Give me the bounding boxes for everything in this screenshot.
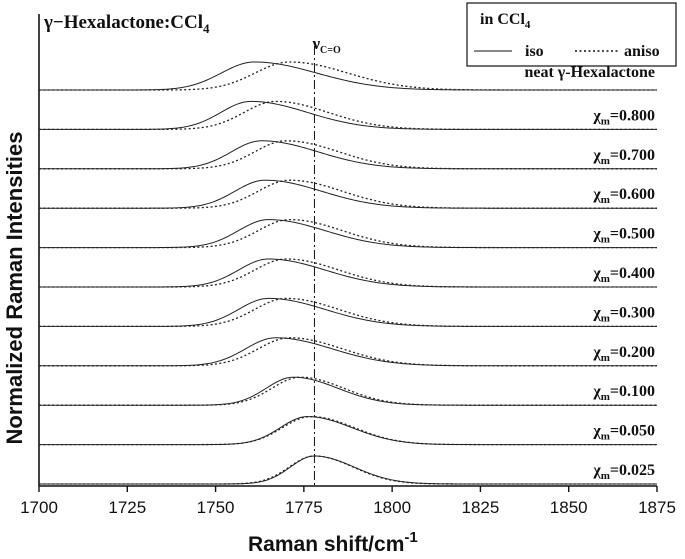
legend-title-main: in CCl xyxy=(480,11,525,28)
x-ticks: 1700 1725 1750 1775 1800 1825 1850 1875 xyxy=(20,486,676,517)
ref-label-symbol: ν xyxy=(311,34,320,53)
series-label-symbol-3: χ xyxy=(592,186,601,203)
series-4-iso xyxy=(39,219,657,249)
ref-label-sub: C=O xyxy=(320,45,341,56)
x-tick-label-4: 1800 xyxy=(373,498,411,517)
series-9-aniso xyxy=(39,415,657,446)
x-tick-label-3: 1775 xyxy=(285,498,323,517)
series-0-aniso xyxy=(39,61,657,91)
legend-iso-label: iso xyxy=(525,43,544,60)
series-7-aniso xyxy=(39,337,657,367)
series-label-8: χm=0.100 xyxy=(592,383,655,403)
x-tick-label-5: 1825 xyxy=(462,498,500,517)
series-label-value-5: =0.400 xyxy=(610,265,655,282)
series-6-aniso xyxy=(39,297,657,328)
series-label-symbol-4: χ xyxy=(592,226,601,243)
series-5-aniso xyxy=(39,258,657,288)
series-label-10: χm=0.025 xyxy=(592,462,655,482)
series-label-sub-5: m xyxy=(601,273,610,285)
series-8-iso xyxy=(39,376,657,406)
series-5-iso xyxy=(39,258,657,288)
series-10-aniso xyxy=(39,455,657,485)
x-tick-label-1: 1725 xyxy=(108,498,146,517)
y-axis-label: Normalized Raman Intensities xyxy=(2,132,27,445)
series-label-1: χm=0.800 xyxy=(592,107,655,127)
series-3-iso xyxy=(39,179,657,209)
series-label-sub-1: m xyxy=(601,115,610,127)
series-label-value-8: =0.100 xyxy=(610,383,655,400)
series-label-0: neat γ-Hexalactone xyxy=(524,64,655,81)
series-label-value-10: =0.025 xyxy=(610,462,655,479)
chart-title: γ−Hexalactone:CCl4 xyxy=(43,12,210,36)
series-label-4: χm=0.500 xyxy=(592,226,655,246)
legend-aniso-label: aniso xyxy=(624,43,660,60)
series-9-iso xyxy=(39,416,657,446)
series-label-symbol-5: χ xyxy=(592,265,601,282)
series-label-sub-2: m xyxy=(601,155,610,167)
x-tick-label-7: 1875 xyxy=(638,498,676,517)
series-labels: neat γ-Hexalactoneχm=0.800χm=0.700χm=0.6… xyxy=(524,64,655,482)
series-2-iso xyxy=(39,140,657,170)
x-axis-label: Raman shift/cm-1 xyxy=(248,529,418,556)
series-label-symbol-1: χ xyxy=(592,107,601,124)
series-label-sub-9: m xyxy=(601,431,610,443)
series-label-9: χm=0.050 xyxy=(592,423,655,443)
spectra-series xyxy=(39,61,657,485)
series-3-aniso xyxy=(39,179,657,209)
series-1-iso xyxy=(39,100,657,130)
series-label-sub-7: m xyxy=(601,352,610,364)
series-label-symbol-6: χ xyxy=(592,304,601,321)
series-label-value-2: =0.700 xyxy=(610,147,655,164)
series-label-value-9: =0.050 xyxy=(610,423,655,440)
series-label-value-4: =0.500 xyxy=(610,226,655,243)
series-label-value-3: =0.600 xyxy=(610,186,655,203)
series-label-sub-10: m xyxy=(601,470,610,482)
series-label-3: χm=0.600 xyxy=(592,186,655,206)
series-label-sub-3: m xyxy=(601,194,610,206)
series-10-iso xyxy=(39,455,657,485)
x-axis-label-sup: -1 xyxy=(404,529,417,546)
series-label-symbol-7: χ xyxy=(592,344,601,361)
series-label-2: χm=0.700 xyxy=(592,147,655,167)
series-label-value-7: =0.200 xyxy=(610,344,655,361)
series-label-5: χm=0.400 xyxy=(592,265,655,285)
x-tick-label-2: 1750 xyxy=(197,498,235,517)
legend-box xyxy=(466,2,677,67)
series-label-sub-6: m xyxy=(601,312,610,324)
legend-title-sub: 4 xyxy=(525,19,531,31)
series-label-symbol-10: χ xyxy=(592,462,601,479)
x-axis-label-main: Raman shift/cm xyxy=(248,533,404,556)
chart-title-main: γ−Hexalactone:CCl xyxy=(43,12,203,33)
series-label-symbol-2: χ xyxy=(592,147,601,164)
x-tick-label-0: 1700 xyxy=(20,498,58,517)
series-label-value-1: =0.800 xyxy=(610,107,655,124)
x-tick-label-6: 1850 xyxy=(550,498,588,517)
series-8-aniso xyxy=(39,376,657,406)
series-label-sub-4: m xyxy=(601,234,610,246)
legend-title: in CCl4 xyxy=(480,11,531,31)
series-label-6: χm=0.300 xyxy=(592,304,655,324)
series-1-aniso xyxy=(39,100,657,131)
series-label-symbol-8: χ xyxy=(592,383,601,400)
series-6-iso xyxy=(39,297,657,327)
series-label-sub-8: m xyxy=(601,391,610,403)
chart-title-sub: 4 xyxy=(203,21,210,36)
reference-line-label: νC=O xyxy=(311,34,341,56)
series-label-value-6: =0.300 xyxy=(610,304,655,321)
series-label-symbol-9: χ xyxy=(592,423,601,440)
series-2-aniso xyxy=(39,140,657,170)
series-7-iso xyxy=(39,337,657,367)
legend: in CCl4 iso aniso xyxy=(466,2,677,67)
series-label-7: χm=0.200 xyxy=(592,344,655,364)
series-4-aniso xyxy=(39,218,657,249)
